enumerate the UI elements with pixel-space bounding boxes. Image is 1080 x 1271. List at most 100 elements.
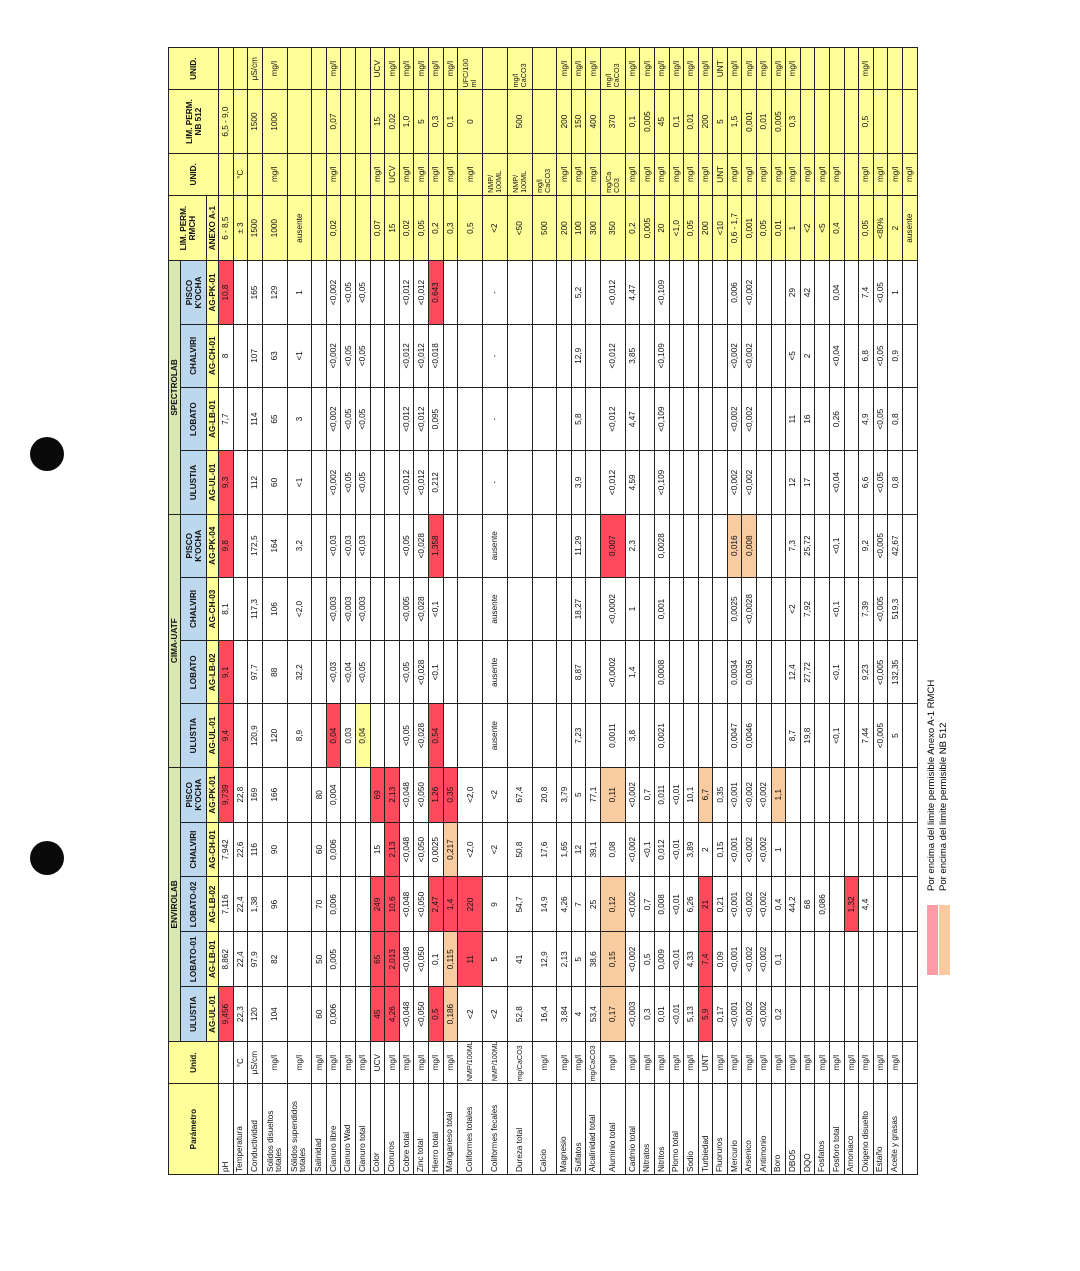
value-cell: <0,01: [669, 986, 684, 1042]
limit-cell: 0,02: [384, 89, 400, 154]
unit-cell: mg/l: [785, 1041, 801, 1084]
value-cell: 9,23: [858, 640, 874, 704]
value-cell: 80: [311, 767, 327, 823]
limit-cell: 0,07: [326, 89, 341, 154]
value-cell: 0,009: [654, 931, 670, 987]
value-cell: [800, 822, 815, 877]
value-cell: [507, 640, 532, 704]
unit-cell: mg/l: [340, 1041, 356, 1084]
limit-cell: 6 - 8,5: [218, 195, 234, 261]
value-cell: [669, 514, 684, 578]
value-cell: <0,012: [600, 260, 626, 325]
value-cell: 5: [571, 767, 586, 823]
value-cell: [370, 387, 385, 451]
value-cell: ausente: [482, 640, 508, 704]
value-cell: [585, 450, 601, 515]
sample-code: AG-CH-03: [206, 577, 219, 641]
sample-code: AG-PK-01: [206, 260, 219, 325]
value-cell: <0,003: [355, 577, 371, 641]
unit-cell: mg/l: [443, 47, 458, 90]
param-name: Antimonio: [756, 1083, 772, 1175]
legend: Por encima del limite permisible Anexo A…: [926, 680, 950, 975]
value-cell: 3,89: [683, 822, 699, 877]
value-cell: [507, 703, 532, 768]
limit-cell: 0,07: [370, 195, 385, 261]
value-cell: [844, 514, 859, 578]
value-cell: [340, 767, 356, 823]
value-cell: [287, 876, 312, 932]
limit-cell: 400: [585, 89, 601, 154]
value-cell: <0,04: [829, 450, 844, 515]
param-name: Arsenico: [741, 1083, 757, 1175]
site-header: ULUSTIA: [180, 703, 207, 768]
param-name: Plomo total: [669, 1083, 684, 1175]
value-cell: [829, 986, 844, 1042]
param-name: Sodio: [683, 1083, 699, 1175]
value-cell: 129: [262, 260, 288, 325]
value-cell: <1: [287, 324, 312, 388]
value-cell: [814, 450, 830, 515]
sample-code: AG-CH-01: [206, 822, 219, 877]
value-cell: 19,8: [800, 703, 815, 768]
value-cell: [756, 260, 772, 325]
limit-cell: 200: [698, 195, 713, 261]
table-row: Nitritos mg/l 0,01 0,009 0,008 0,012 0,011 0,00…: [654, 47, 670, 1175]
limit-cell: 1,5: [727, 89, 742, 154]
value-cell: [287, 822, 312, 877]
value-cell: 5,9: [698, 986, 713, 1042]
value-cell: <0,002: [741, 450, 757, 515]
unit-cell: mg/l: [625, 1041, 640, 1084]
value-cell: 60: [311, 822, 327, 877]
value-cell: 2,13: [556, 931, 572, 987]
table-row: DQO mg/l 68 19,8 27,72 7,92 25,72 17 16 2 42 <2 mg/l: [800, 47, 815, 1175]
value-cell: [443, 260, 458, 325]
value-cell: [902, 931, 918, 987]
value-cell: [532, 324, 557, 388]
value-cell: [712, 640, 728, 704]
unit-cell: mg/l: [262, 1041, 288, 1084]
unit-cell: mg/l: [887, 153, 903, 196]
value-cell: 7,44: [858, 703, 874, 768]
value-cell: 0,0025: [428, 822, 444, 877]
value-cell: 220: [457, 876, 483, 932]
value-cell: <0,002: [756, 986, 772, 1042]
value-cell: [873, 822, 888, 877]
value-cell: <0,012: [600, 324, 626, 388]
limit-cell: [233, 89, 248, 154]
table-row: Coliformes totales NMP/100ML <2 11 220 <2,0 <2…: [457, 47, 483, 1175]
value-cell: 12,4: [785, 640, 801, 704]
value-cell: [785, 931, 801, 987]
unit-cell: mg/l: [413, 153, 429, 196]
unit-cell: NMP/100ML: [482, 1041, 508, 1084]
value-cell: <0,05: [399, 703, 414, 768]
value-cell: 132,35: [887, 640, 903, 704]
value-cell: 9,3: [218, 450, 234, 515]
table-row: Sodio mg/l 5,13 4,33 6,26 3,89 10,1 0,05 mg/l 0,0…: [683, 47, 699, 1175]
unit-cell: mg/l: [556, 153, 572, 196]
value-cell: [669, 450, 684, 515]
table-row: Aluminio total mg/l 0,17 0,15 0,12 0,08 0,11 0,…: [600, 47, 626, 1175]
limit-cell: 0,05: [756, 195, 772, 261]
value-cell: -: [482, 324, 508, 388]
limit-cell: 0,001: [741, 195, 757, 261]
value-cell: [355, 822, 371, 877]
limit-cell: 0,02: [399, 195, 414, 261]
value-cell: ausente: [482, 577, 508, 641]
site-header: PISCO K'OCHA: [180, 514, 207, 578]
value-cell: 120: [247, 986, 263, 1042]
value-cell: <0,028: [413, 577, 429, 641]
value-cell: <0,012: [600, 450, 626, 515]
table-row: Cianuro libre mg/l 0,006 0,005 0,006 0,006 0,0…: [326, 47, 341, 1175]
unit-cell: mg/l: [741, 153, 757, 196]
value-cell: [858, 931, 874, 987]
value-cell: [556, 703, 572, 768]
value-cell: 11: [457, 931, 483, 987]
value-cell: [698, 514, 713, 578]
value-cell: [844, 450, 859, 515]
limit-cell: 0,1: [669, 89, 684, 154]
value-cell: 4,26: [556, 876, 572, 932]
value-cell: <0,002: [625, 931, 640, 987]
value-cell: [902, 450, 918, 515]
table-row: Color UCV 45 65 249 15 69 0,07 mg/l 15 UCV: [370, 47, 385, 1175]
table-row: Sólidos supendidos totales mg/l 8,9 32,2 <2,…: [287, 47, 312, 1175]
